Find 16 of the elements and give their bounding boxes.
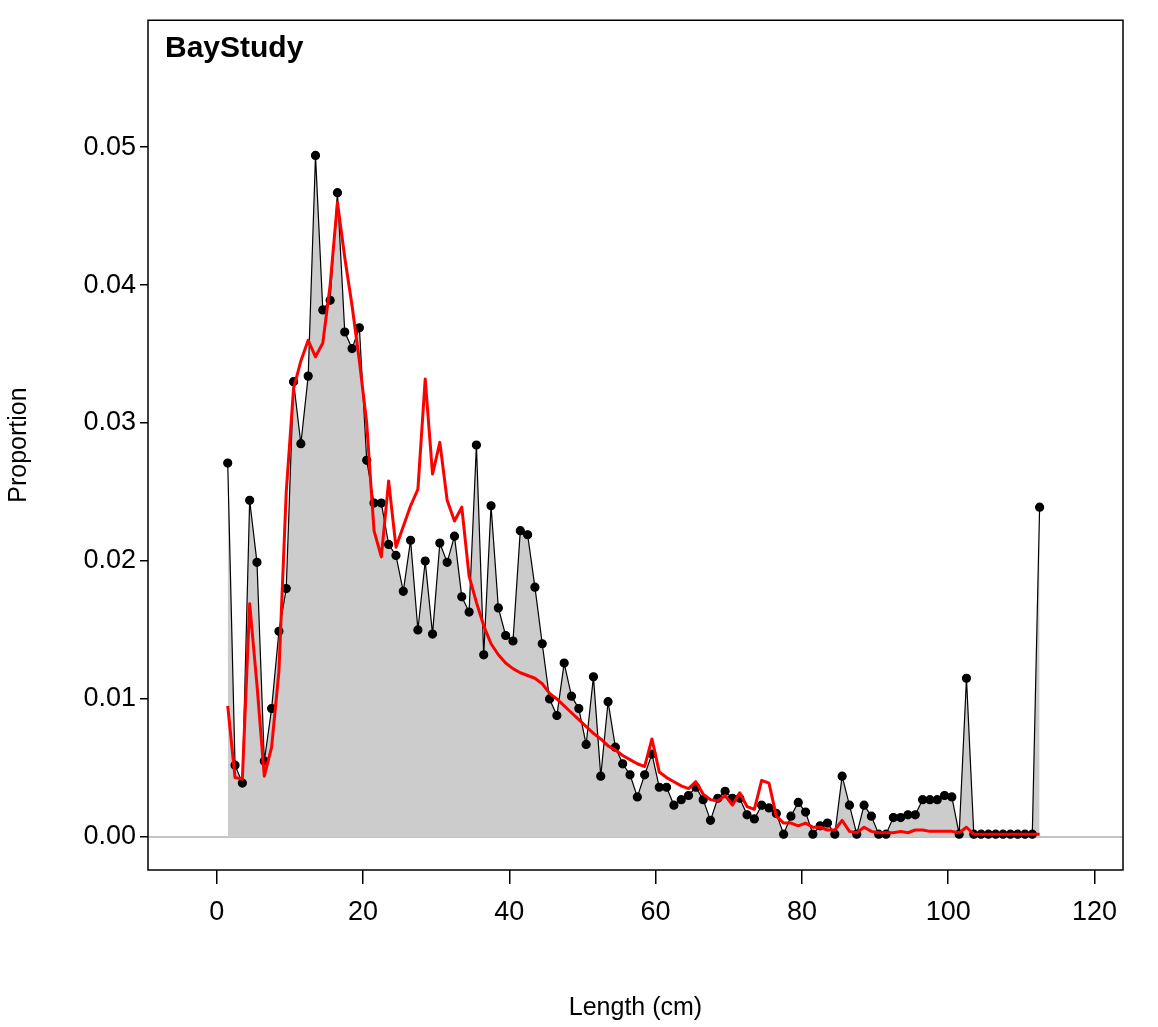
chart-title: BayStudy	[165, 30, 304, 64]
y-tick-label: 0.02	[83, 544, 136, 575]
y-tick-label: 0.03	[83, 406, 136, 437]
x-tick-label: 120	[1071, 895, 1118, 926]
x-tick-label: 80	[786, 895, 817, 926]
y-tick-label: 0.00	[83, 820, 136, 851]
x-axis-title: Length (cm)	[568, 991, 703, 1020]
x-tick-label: 60	[640, 895, 671, 926]
x-tick-label: 40	[494, 895, 525, 926]
y-axis-title: Proportion	[2, 387, 31, 503]
y-tick-label: 0.04	[83, 268, 136, 299]
x-tick-label: 0	[209, 895, 225, 926]
x-tick-label: 20	[348, 895, 379, 926]
x-tick-label: 100	[925, 895, 971, 926]
y-tick-label: 0.05	[83, 130, 136, 161]
y-tick-label: 0.01	[83, 682, 136, 713]
